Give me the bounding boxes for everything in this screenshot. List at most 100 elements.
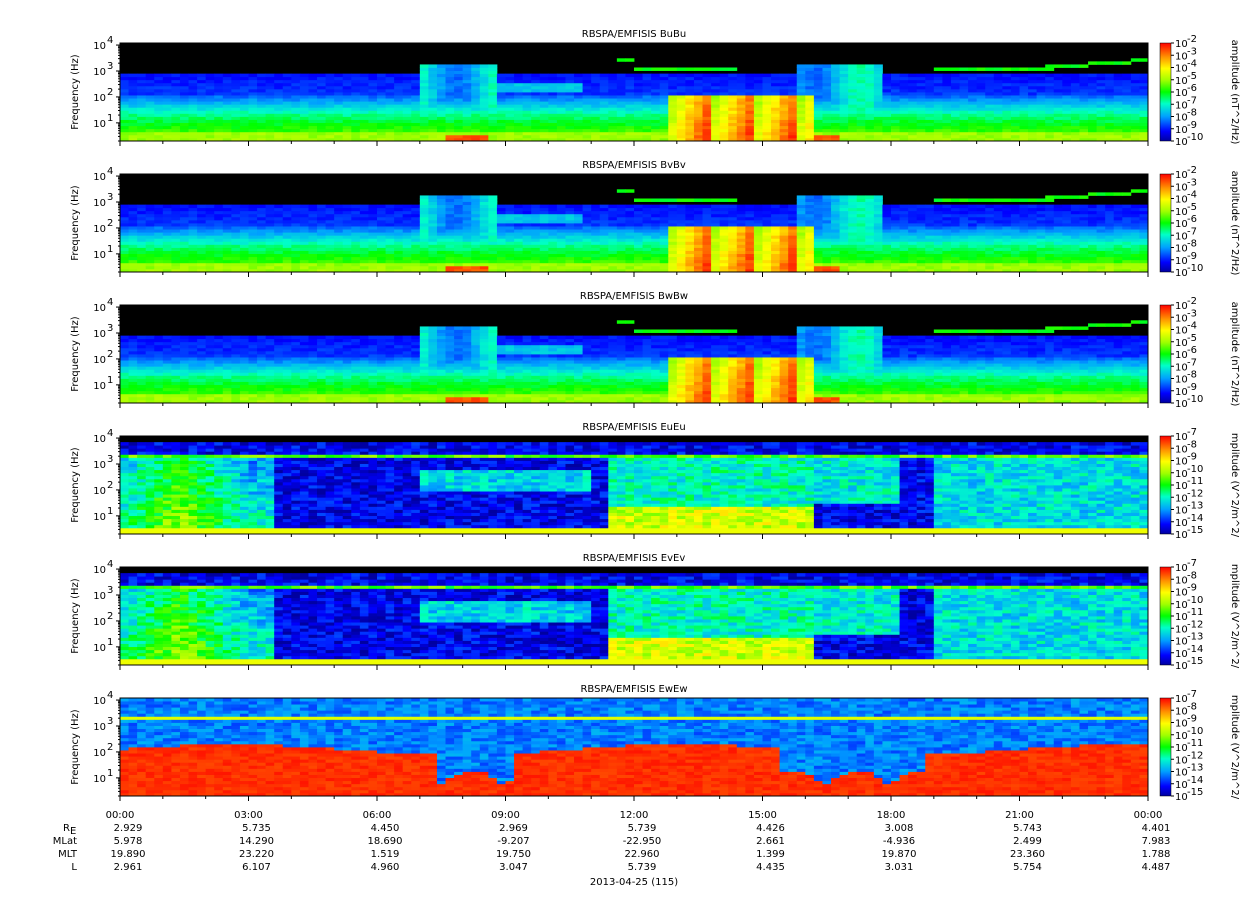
heatmap-cell [728, 216, 738, 221]
heatmap-cell [342, 122, 352, 127]
heatmap-cell [591, 207, 601, 212]
heatmap-cell [831, 210, 840, 215]
heatmap-cell [274, 107, 284, 111]
heatmap-cell [634, 134, 643, 139]
heatmap-cell [368, 82, 378, 87]
heatmap-cell [1122, 113, 1132, 117]
heatmap-cell [325, 241, 335, 245]
heatmap-cell [462, 219, 472, 224]
heatmap-cell [368, 110, 378, 114]
heatmap-cell [608, 95, 618, 99]
heatmap-cell [668, 88, 678, 93]
heatmap-cell [753, 262, 763, 267]
heatmap-cell [308, 79, 318, 84]
heatmap-cell [736, 137, 746, 142]
heatmap-cell [197, 113, 207, 117]
heatmap-cell [171, 101, 181, 105]
heatmap-cell [471, 107, 481, 111]
spectrogram-panel: RBSPA/EMFISIS BuBu101102103104Frequency … [70, 29, 1240, 148]
heatmap-cell [471, 241, 481, 245]
heatmap-cell [436, 113, 446, 117]
heatmap-cell [556, 98, 566, 102]
heatmap-cell [788, 241, 798, 245]
heatmap-cell [599, 256, 609, 261]
heatmap-cell [239, 119, 249, 124]
heatmap-cell [462, 244, 472, 248]
heatmap-cell [788, 250, 798, 255]
heatmap-cell [539, 210, 549, 215]
heatmap-cell [282, 98, 292, 102]
heatmap-cell [265, 235, 275, 239]
heatmap-cell [805, 110, 815, 114]
heatmap-cell [351, 98, 361, 102]
heatmap-cell [625, 116, 635, 120]
heatmap-cell [676, 207, 686, 212]
heatmap-cell [454, 262, 464, 267]
heatmap-cell [1010, 92, 1020, 96]
heatmap-cell [299, 79, 309, 84]
heatmap-cell [248, 73, 258, 78]
heatmap-cell [556, 76, 566, 81]
heatmap-cell [291, 107, 301, 111]
heatmap-cell [265, 95, 275, 99]
heatmap-cell [1002, 76, 1012, 81]
heatmap-cell [128, 250, 138, 255]
heatmap-cell [471, 216, 481, 221]
heatmap-cell [985, 122, 995, 127]
heatmap-cell [651, 265, 661, 270]
heatmap-cell [291, 210, 301, 215]
heatmap-cell [505, 110, 515, 114]
heatmap-cell [711, 107, 721, 111]
heatmap-cell [599, 137, 609, 142]
heatmap-cell [839, 82, 849, 87]
heatmap-cell [856, 137, 866, 142]
heatmap-cell [959, 79, 969, 84]
heatmap-cell [248, 76, 258, 81]
heatmap-cell [205, 241, 215, 245]
heatmap-cell [582, 204, 592, 209]
heatmap-cell [488, 262, 498, 267]
heatmap-cell [882, 241, 892, 245]
heatmap-cell [385, 98, 395, 102]
heatmap-cell [839, 107, 849, 111]
heatmap-cell [882, 101, 892, 105]
heatmap-cell [771, 265, 781, 270]
heatmap-cell [171, 223, 181, 227]
heatmap-cell [222, 204, 232, 209]
heatmap-cell [1070, 137, 1080, 142]
heatmap-cell [771, 259, 781, 264]
heatmap-cell [1113, 122, 1123, 127]
heatmap-cell [1002, 73, 1012, 78]
heatmap-cell [1036, 116, 1046, 120]
heatmap-cell [985, 104, 995, 108]
heatmap-cell [291, 265, 301, 270]
heatmap-cell [368, 119, 378, 124]
heatmap-cell [171, 73, 181, 78]
heatmap-cell [436, 265, 446, 270]
heatmap-cell [291, 116, 301, 120]
heatmap-cell [950, 92, 960, 96]
heatmap-cell [351, 241, 361, 245]
heatmap-cell [257, 238, 267, 242]
heatmap-cell [291, 213, 301, 218]
heatmap-cell [771, 253, 781, 258]
heatmap-cell [736, 79, 746, 84]
heatmap-cell [865, 64, 875, 68]
heatmap-cell [719, 207, 729, 212]
heatmap-cell [771, 210, 781, 215]
heatmap-cell [265, 229, 275, 233]
heatmap-cell [753, 82, 763, 87]
heatmap-cell [822, 241, 832, 245]
heatmap-cell [179, 131, 189, 136]
heatmap-cell [591, 244, 601, 248]
heatmap-cell [471, 244, 481, 248]
heatmap-cell [788, 244, 798, 248]
heatmap-cell [222, 110, 232, 114]
heatmap-cell [788, 116, 798, 120]
heatmap-cell [128, 241, 138, 245]
heatmap-cell [128, 101, 138, 105]
heatmap-cell [462, 122, 472, 127]
heatmap-cell [1139, 116, 1149, 120]
heatmap-cell [736, 232, 746, 236]
heatmap-cell [188, 131, 198, 136]
